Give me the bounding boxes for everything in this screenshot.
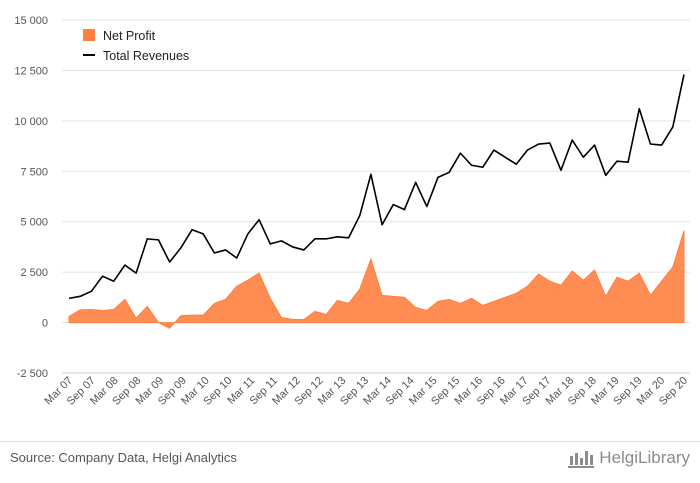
brand-logo[interactable]: HelgiLibrary xyxy=(567,447,690,469)
y-tick-label: 0 xyxy=(42,318,48,330)
y-tick-label: 5 000 xyxy=(20,217,48,229)
y-tick-label: 10 000 xyxy=(14,116,48,128)
brand-name: HelgiLibrary xyxy=(599,448,690,467)
legend: Net Profit Total Revenues xyxy=(83,29,189,63)
source-note: Source: Company Data, Helgi Analytics xyxy=(10,450,237,465)
y-tick-label: 7 500 xyxy=(20,166,48,178)
total-revenues-line xyxy=(68,74,685,300)
chart: -2 500 0 2 500 5 000 7 500 10 000 12 500 15 000… xyxy=(14,15,690,408)
legend-label-total-revenues: Total Revenues xyxy=(103,49,189,63)
legend-swatch-net-profit xyxy=(83,29,95,41)
y-tick-label: -2 500 xyxy=(17,368,48,380)
y-tick-label: 2 500 xyxy=(20,267,48,279)
series-layer xyxy=(68,74,685,329)
footer-divider xyxy=(0,441,700,442)
y-tick-label: 12 500 xyxy=(14,65,48,77)
y-axis-ticks: -2 500 0 2 500 5 000 7 500 10 000 12 500 15 000 xyxy=(14,15,48,380)
library-icon xyxy=(568,451,595,468)
net-profit-area xyxy=(68,230,685,329)
y-tick-label: 15 000 xyxy=(14,15,48,27)
legend-label-net-profit: Net Profit xyxy=(103,29,156,43)
